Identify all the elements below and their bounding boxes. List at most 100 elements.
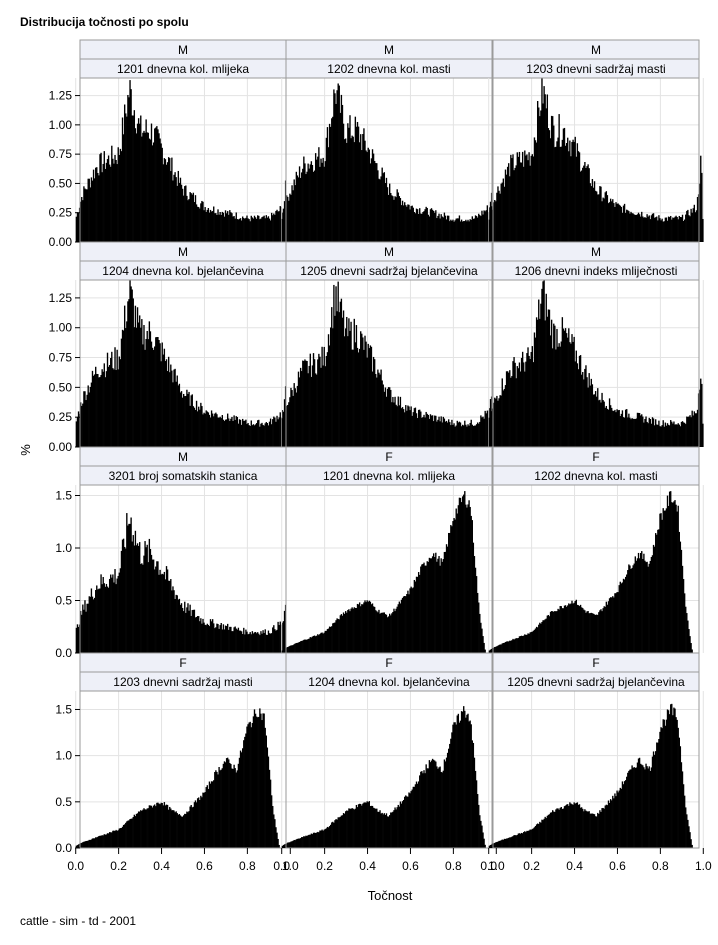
histogram-bar: [76, 845, 79, 848]
histogram-bar: [268, 218, 271, 242]
histogram-bar: [268, 633, 271, 653]
histogram-bar: [446, 546, 449, 653]
histogram-bar: [611, 800, 613, 848]
histogram-bar: [326, 127, 329, 242]
histogram-bar: [651, 756, 654, 848]
histogram-bar: [183, 611, 185, 653]
histogram-bar: [283, 414, 286, 447]
histogram-bar: [681, 421, 684, 447]
histogram-bar: [358, 142, 361, 242]
histogram-bar: [87, 385, 89, 447]
histogram-bar: [209, 783, 212, 848]
histogram-bar: [504, 838, 507, 848]
histogram-bar: [683, 219, 686, 242]
histogram-bar: [176, 185, 178, 242]
histogram-bar: [638, 412, 641, 447]
histogram-bar: [262, 424, 264, 447]
histogram-bar: [91, 838, 94, 848]
histogram-bar: [598, 194, 600, 242]
histogram-bar: [419, 775, 421, 848]
histogram-bar: [210, 781, 213, 848]
histogram-bar: [629, 213, 631, 242]
histogram-bar: [490, 206, 493, 242]
histogram-bar: [638, 214, 641, 242]
histogram-bar: [307, 163, 309, 242]
histogram-bar: [302, 640, 304, 653]
histogram-bar: [340, 614, 343, 653]
histogram-bar: [480, 415, 482, 447]
histogram-bar: [590, 378, 593, 447]
histogram-bar: [143, 555, 145, 653]
histogram-bar: [352, 808, 354, 848]
histogram-bar: [93, 597, 96, 653]
histogram-bar: [543, 86, 545, 242]
histogram-bar: [406, 206, 408, 242]
histogram-bar: [287, 842, 289, 848]
histogram-bar: [219, 625, 221, 653]
histogram-bar: [412, 786, 414, 848]
histogram-bar: [584, 162, 586, 242]
histogram-bar: [123, 305, 126, 447]
histogram-bar: [183, 815, 185, 848]
histogram-bar: [531, 154, 533, 242]
histogram-bar: [217, 417, 219, 447]
histogram-bar: [574, 601, 576, 653]
histogram-bar: [385, 813, 388, 848]
histogram-bar: [536, 823, 539, 848]
histogram-bar: [602, 807, 604, 848]
histogram-bar: [695, 210, 698, 242]
histogram-bar: [618, 409, 620, 447]
histogram-bar: [454, 722, 456, 848]
histogram-bar: [432, 553, 435, 653]
histogram-bar: [503, 388, 506, 447]
histogram-bar: [123, 546, 126, 653]
histogram-bar: [532, 828, 535, 848]
histogram-bar: [261, 422, 263, 447]
y-tick-label: 1.0: [55, 541, 72, 555]
histogram-bar: [426, 413, 428, 447]
histogram-bar: [603, 606, 605, 653]
histogram-bar: [229, 421, 231, 447]
histogram-bar: [563, 605, 566, 653]
histogram-bar: [179, 392, 182, 447]
histogram-bar: [216, 214, 218, 242]
histogram-bar: [244, 420, 246, 447]
histogram-bar: [128, 299, 130, 447]
histogram-bar: [163, 348, 166, 447]
histogram-bar: [564, 805, 567, 848]
histogram-bar: [497, 400, 499, 447]
histogram-bar: [465, 504, 467, 653]
x-tick-label: 0.0: [480, 859, 497, 873]
histogram-bar: [642, 765, 644, 848]
histogram-bar: [237, 627, 240, 653]
histogram-bar: [323, 632, 325, 653]
histogram-bar: [690, 643, 692, 653]
histogram-bar: [444, 215, 447, 242]
histogram-bar: [399, 603, 402, 653]
histogram-bar: [633, 767, 635, 848]
histogram-bar: [448, 215, 450, 242]
histogram-bar: [112, 830, 114, 848]
histogram-bar: [411, 205, 413, 242]
histogram-bar: [178, 598, 181, 653]
histogram-bar: [308, 168, 310, 242]
histogram-bar: [495, 842, 497, 848]
histogram-bar: [273, 814, 275, 848]
histogram-bar: [685, 807, 687, 848]
histogram-bar: [481, 628, 483, 653]
histogram-bar: [128, 523, 130, 653]
y-tick-label: 1.00: [49, 118, 73, 132]
histogram-bar: [635, 214, 638, 242]
histogram-bar: [481, 825, 483, 848]
histogram-bar: [191, 194, 193, 242]
histogram-bar: [207, 788, 210, 848]
histogram-bar: [604, 192, 606, 242]
histogram-bar: [468, 221, 470, 242]
histogram-bar: [481, 417, 483, 447]
histogram-bar: [232, 421, 234, 447]
histogram-bar: [656, 742, 658, 848]
histogram-bar: [690, 839, 692, 848]
histogram-bar: [484, 844, 486, 848]
histogram-bar: [613, 203, 615, 242]
